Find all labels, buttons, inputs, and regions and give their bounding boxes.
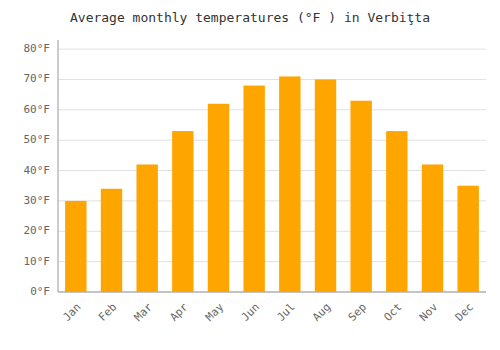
x-tick-label: Nov [417, 300, 441, 324]
chart-container: 0°F 10°F 20°F 30°F 40°F 50°F 60°F 70°F 80°F Jan Fe… [0, 0, 500, 350]
x-tick-label: Jul [274, 301, 297, 324]
y-tick-label: 0°F [30, 285, 50, 298]
x-tick-label: Apr [167, 300, 191, 324]
x-tick-label: Feb [96, 301, 119, 324]
y-axis-line [58, 40, 59, 292]
bar [243, 86, 264, 292]
y-tick-label: 80°F [24, 42, 51, 55]
bar [172, 131, 193, 292]
x-tick-label: May [203, 300, 227, 324]
y-tick-label: 40°F [24, 164, 51, 177]
bar [315, 79, 336, 292]
y-tick-label: 60°F [24, 103, 51, 116]
x-tick-label: Jun [239, 301, 262, 324]
bar [65, 201, 86, 292]
bars [65, 76, 479, 292]
bar [279, 76, 300, 292]
bar [101, 189, 122, 292]
bar [457, 186, 478, 292]
x-tick-label: Jan [60, 301, 83, 324]
x-axis: Jan Feb Mar Apr May Jun Jul Aug Sep Oct Nov Dec [60, 300, 476, 324]
grid-line [58, 49, 486, 50]
bar [350, 101, 371, 292]
grid-line [58, 79, 486, 80]
grid [58, 49, 486, 292]
grid-line [58, 109, 486, 110]
bar [386, 131, 407, 292]
x-tick-label: Aug [310, 301, 333, 324]
x-tick-label: Oct [381, 301, 404, 324]
y-tick-label: 10°F [24, 255, 51, 268]
bar [208, 104, 229, 292]
title: Average monthly temperatures (°F ) in Ve… [70, 10, 430, 25]
y-tick-label: 70°F [24, 72, 51, 85]
x-tick-label: Sep [346, 301, 369, 324]
y-tick-label: 30°F [24, 194, 51, 207]
grid-line [58, 140, 486, 141]
x-tick-label: Mar [132, 300, 156, 324]
chart: 0°F 10°F 20°F 30°F 40°F 50°F 60°F 70°F 80°F Jan Fe… [0, 0, 500, 350]
bar [136, 164, 157, 292]
y-tick-label: 50°F [24, 133, 51, 146]
bar [422, 164, 443, 292]
y-tick-label: 20°F [24, 224, 51, 237]
x-tick-label: Dec [453, 301, 476, 324]
y-axis: 0°F 10°F 20°F 30°F 40°F 50°F 60°F 70°F 80°F [24, 40, 487, 298]
